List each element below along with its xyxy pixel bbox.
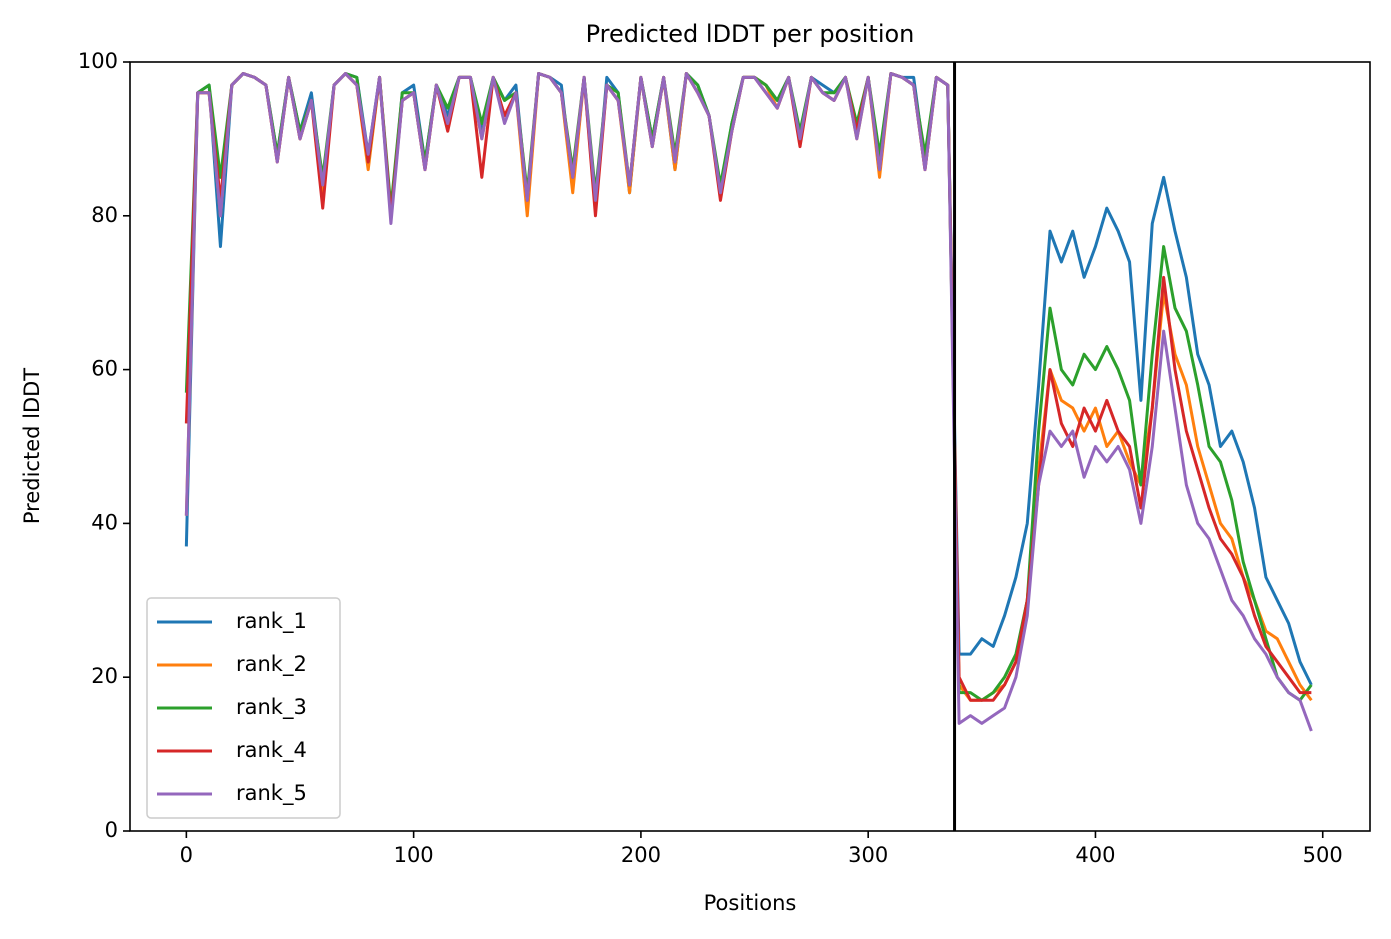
series-line: [184, 72, 1313, 732]
x-tick-label: 0: [180, 843, 193, 867]
y-tick-label: 20: [91, 664, 118, 688]
y-tick-label: 100: [78, 49, 118, 73]
legend-box: [146, 597, 341, 819]
y-tick-label: 40: [91, 510, 118, 534]
x-tick-label: 400: [1075, 843, 1115, 867]
x-tick-label: 300: [848, 843, 888, 867]
x-tick-label: 100: [394, 843, 434, 867]
plot-frame: [129, 61, 1371, 832]
chart-title: Predicted lDDT per position: [586, 20, 915, 48]
y-tick-label: 0: [105, 818, 118, 842]
y-tick-label: 80: [91, 203, 118, 227]
y-axis-label: Predicted lDDT: [20, 368, 44, 524]
legend-label: rank_5: [236, 781, 307, 806]
series-line: [184, 72, 1313, 686]
legend-label: rank_4: [236, 738, 307, 763]
legend-label: rank_1: [236, 609, 307, 634]
x-axis-label: Positions: [704, 891, 797, 915]
legend: rank_1 rank_2 rank_3 rank_4 rank_5: [146, 597, 341, 819]
y-tick-label: 60: [91, 357, 118, 381]
legend-label: rank_3: [236, 695, 307, 720]
x-tick-label: 200: [621, 843, 661, 867]
legend-label: rank_2: [236, 652, 307, 677]
x-tick-label: 500: [1303, 843, 1343, 867]
